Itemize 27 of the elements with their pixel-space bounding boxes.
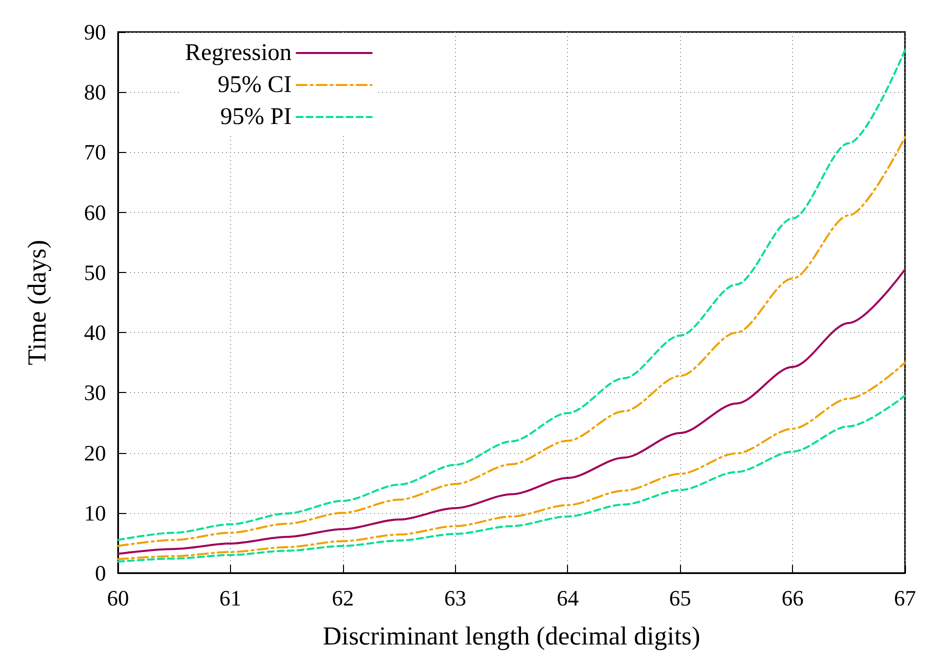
- y-tick-label: 20: [84, 440, 106, 466]
- line-series: [117, 362, 906, 560]
- x-axis-title: Discriminant length (decimal digits): [322, 622, 700, 650]
- y-tick-label: 60: [84, 200, 106, 225]
- line-series: [117, 394, 906, 563]
- y-tick-label: 80: [84, 80, 106, 105]
- y-tick-label: 70: [84, 140, 106, 165]
- legend-label: 95% PI: [220, 104, 292, 130]
- y-tick-label: 40: [84, 320, 106, 346]
- x-tick-label: 63: [444, 586, 466, 610]
- legend-label: 95% CI: [218, 72, 292, 98]
- x-tick-label: 65: [669, 586, 692, 610]
- x-tick-label: 66: [782, 586, 804, 610]
- y-tick-label: 0: [95, 560, 106, 586]
- x-tick-label: 62: [332, 586, 354, 610]
- x-tick-label: 67: [894, 586, 916, 610]
- x-tick-label: 64: [556, 586, 579, 610]
- line-series: [117, 268, 906, 555]
- y-tick-label: 30: [84, 380, 106, 406]
- line-series: [117, 136, 906, 547]
- y-tick-label: 10: [84, 500, 106, 526]
- x-tick-label: 61: [219, 586, 242, 610]
- y-tick-label: 90: [84, 20, 106, 44]
- x-tick-label: 60: [107, 586, 129, 610]
- y-axis-title: Time (days): [22, 240, 52, 366]
- y-tick-label: 50: [84, 260, 106, 285]
- legend-label: Regression: [184, 40, 292, 66]
